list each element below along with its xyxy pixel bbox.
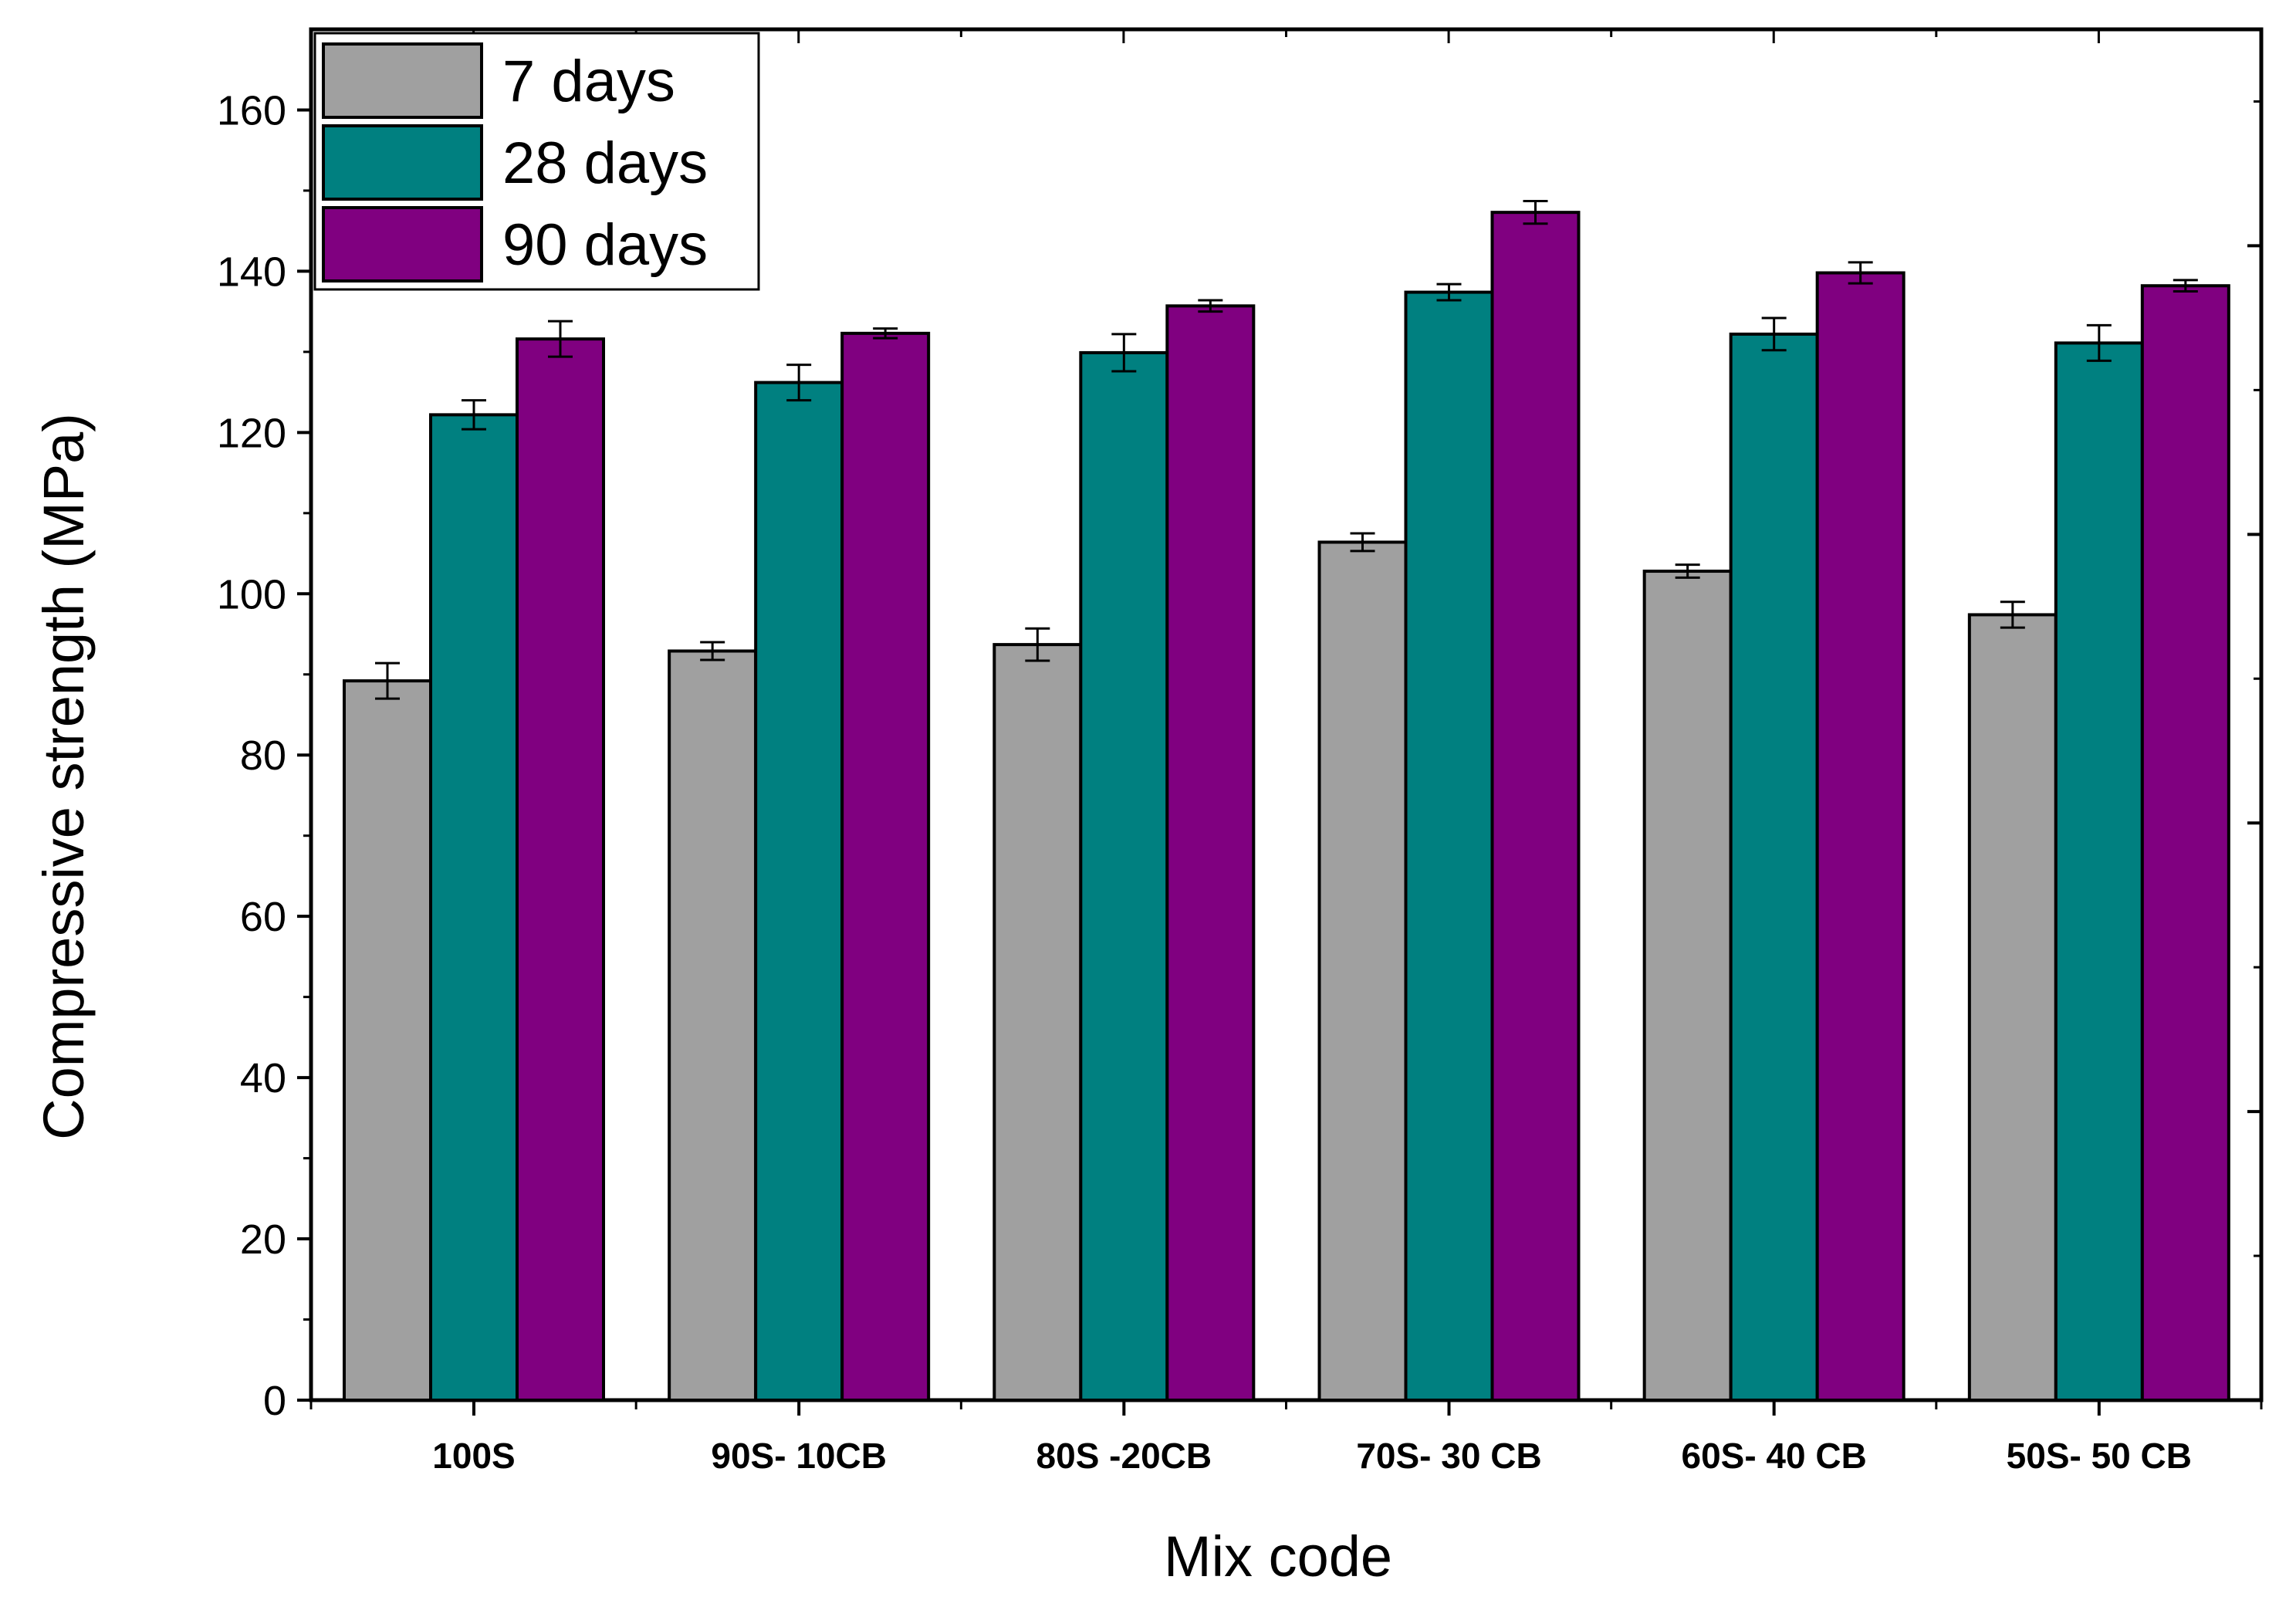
bar xyxy=(1815,271,1905,1402)
y-tick-label: 40 xyxy=(240,1055,286,1101)
y-tick-label: 80 xyxy=(240,732,286,779)
bar xyxy=(1165,304,1256,1402)
x-tick-label: 70S- 30 CB xyxy=(1356,1436,1541,1476)
y-tick-label: 0 xyxy=(263,1378,286,1424)
bar xyxy=(1079,350,1169,1402)
bars-layer xyxy=(343,200,2230,1402)
legend-swatch xyxy=(322,124,483,201)
bar xyxy=(1642,570,1733,1402)
axes-layer xyxy=(297,29,2263,1416)
x-tick-label: 90S- 10CB xyxy=(711,1436,887,1476)
bar xyxy=(343,679,432,1402)
bar xyxy=(2054,341,2144,1402)
y-tick-label: 140 xyxy=(217,249,286,295)
y-axis-title: Compressive strength (MPa) xyxy=(32,413,96,1140)
x-tick-label: 80S -20CB xyxy=(1036,1436,1212,1476)
bar xyxy=(1404,290,1494,1402)
bar xyxy=(1317,540,1408,1402)
x-tick-label: 50S- 50 CB xyxy=(2007,1436,2192,1476)
bar xyxy=(754,381,844,1402)
bar xyxy=(1490,211,1581,1402)
legend-swatch xyxy=(322,42,483,119)
bar xyxy=(516,337,605,1402)
x-axis-title: Mix code xyxy=(1164,1524,1392,1588)
bar xyxy=(992,643,1083,1402)
legend-label: 7 days xyxy=(502,49,675,114)
y-tick-label: 20 xyxy=(240,1216,286,1263)
y-tick-label: 160 xyxy=(217,87,286,134)
bar xyxy=(2140,284,2230,1402)
y-tick-label: 120 xyxy=(217,410,286,456)
bar xyxy=(668,649,758,1402)
bar xyxy=(1967,613,2058,1402)
labels-layer: 0 20 40 60 80 100 120 140 160 100S 90S- 10CB 80S -2… xyxy=(217,87,2192,1476)
legend-swatch xyxy=(322,206,483,282)
x-tick-label: 100S xyxy=(432,1436,515,1476)
bar xyxy=(840,331,931,1402)
y-tick-label: 60 xyxy=(240,894,286,940)
bar xyxy=(429,413,519,1402)
legend-label: 28 days xyxy=(502,130,708,196)
legend-label: 90 days xyxy=(502,212,708,278)
bar xyxy=(1729,332,1819,1402)
x-tick-label: 60S- 40 CB xyxy=(1681,1436,1866,1476)
y-tick-label: 100 xyxy=(217,571,286,617)
legend: 7 days 28 days 90 days xyxy=(313,32,760,291)
